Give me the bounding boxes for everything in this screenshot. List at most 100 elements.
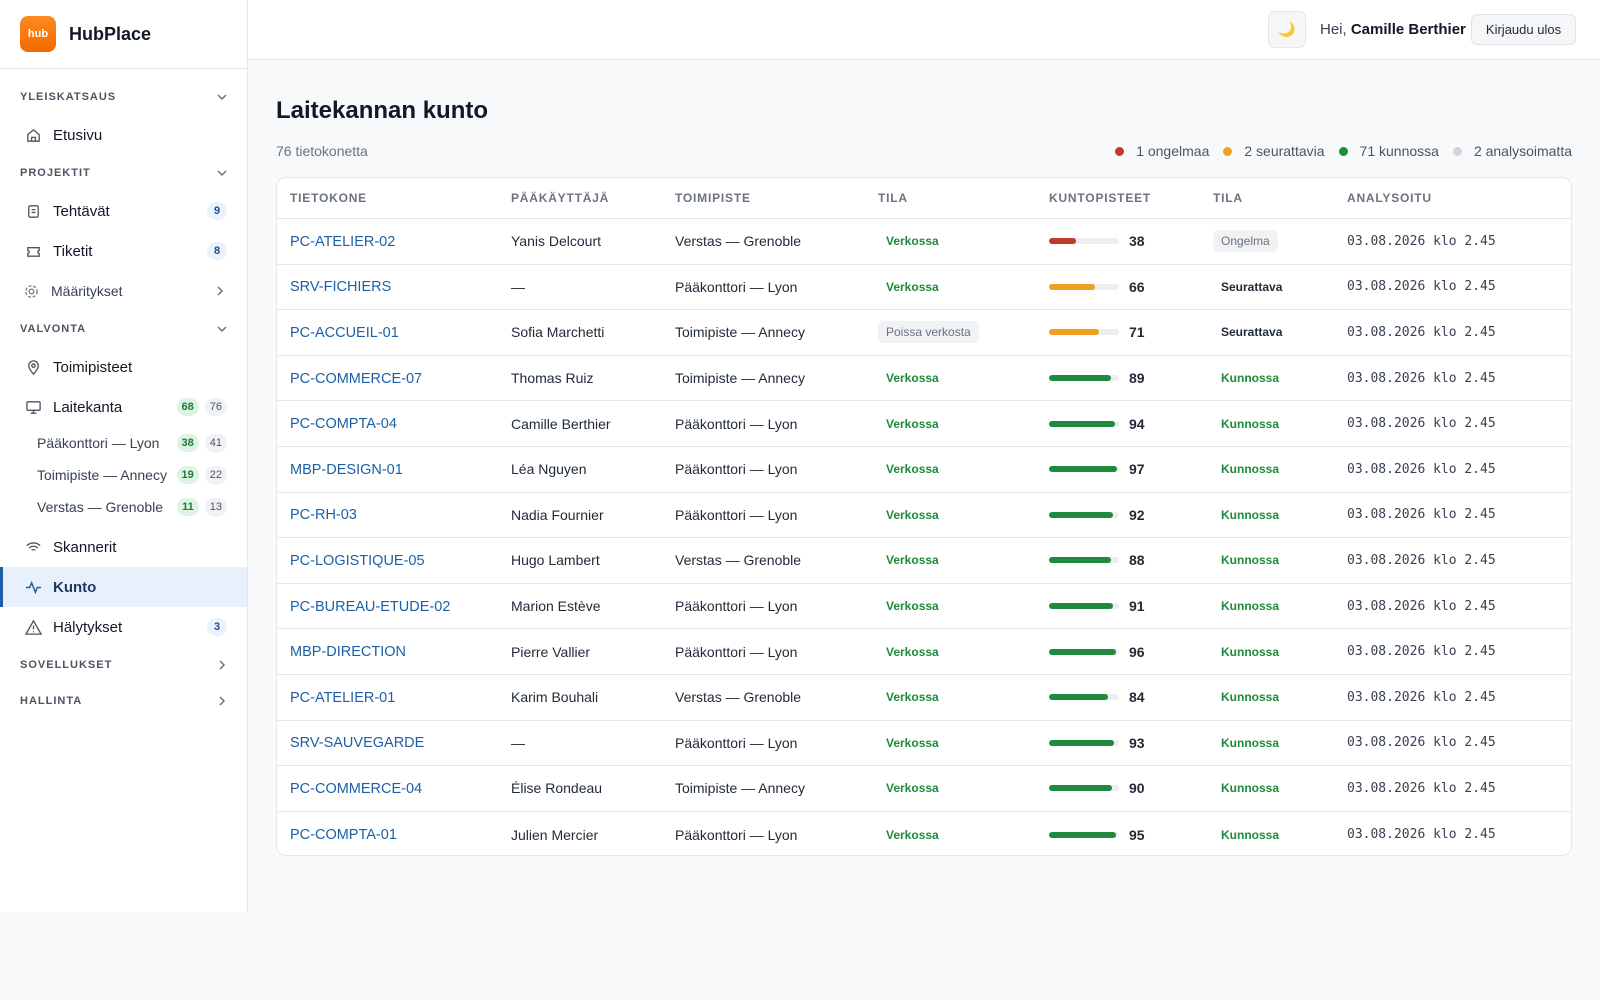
site-name: Pääkonttori — Lyon (675, 506, 798, 523)
network-status-badge: Verkossa (886, 599, 939, 614)
table-row[interactable]: MBP-DESIGN-01 Léa Nguyen Pääkonttori — Lyo… (277, 447, 1571, 493)
column-header[interactable]: KUNTOPISTEET (1049, 191, 1152, 205)
score-value: 93 (1129, 734, 1145, 751)
table-row[interactable]: SRV-FICHIERS — Pääkonttori — Lyon Verkossa 6… (277, 265, 1571, 311)
site-name: Toimipiste — Annecy (675, 370, 805, 387)
sidebar-item-maaritykset[interactable]: Määritykset (0, 271, 247, 311)
score-value: 89 (1129, 370, 1145, 387)
computer-link[interactable]: PC-COMMERCE-04 (290, 780, 423, 797)
score-value: 38 (1129, 233, 1145, 250)
admin-user: Nadia Fournier (511, 506, 604, 523)
score-bar-fill (1049, 785, 1112, 792)
health-status-badge: Kunnossa (1221, 781, 1280, 796)
table-row[interactable]: PC-BUREAU-ETUDE-02 Marion Estève Pääkontto… (277, 584, 1571, 630)
computer-link[interactable]: PC-COMPTA-04 (290, 416, 397, 433)
site-name: Verstas — Grenoble (675, 689, 802, 706)
computer-link[interactable]: PC-ATELIER-01 (290, 689, 396, 706)
computer-link[interactable]: SRV-FICHIERS (290, 279, 392, 296)
column-header[interactable]: TOIMIPISTE (675, 191, 751, 205)
table-row[interactable]: PC-COMPTA-01 Julien Mercier Pääkonttori — … (277, 812, 1571, 855)
table-row[interactable]: MBP-DIRECTION Pierre Vallier Pääkonttori —… (277, 629, 1571, 675)
sidebar-subitem-site[interactable]: Verstas — Grenoble 11 13 (0, 491, 247, 523)
computer-link[interactable]: PC-RH-03 (290, 507, 357, 524)
score-bar-fill (1049, 329, 1099, 336)
section-label: HALLINTA (20, 695, 83, 707)
analyzed-timestamp: 03.08.2026 klo 2.45 (1347, 370, 1496, 386)
table-row[interactable]: PC-ATELIER-01 Karim Bouhali Verstas — Gren… (277, 675, 1571, 721)
health-score: 38 (1049, 233, 1213, 249)
health-score: 95 (1049, 827, 1213, 843)
score-bar (1049, 739, 1119, 746)
score-bar (1049, 466, 1119, 473)
computer-link[interactable]: PC-COMPTA-01 (290, 827, 397, 844)
table-row[interactable]: PC-ATELIER-02 Yanis Delcourt Verstas — Gre… (277, 219, 1571, 265)
sidebar-item-laitekanta[interactable]: Laitekanta 68 76 (0, 387, 247, 427)
health-score: 89 (1049, 370, 1213, 386)
admin-user: Élise Rondeau (511, 780, 603, 797)
sidebar-item-label: Etusivu (53, 126, 103, 144)
score-bar-fill (1049, 603, 1113, 610)
warning-icon (24, 618, 42, 636)
table-row[interactable]: PC-COMPTA-04 Camille Berthier Pääkonttori … (277, 401, 1571, 447)
table-row[interactable]: PC-RH-03 Nadia Fournier Pääkonttori — Lyon… (277, 493, 1571, 539)
network-status-badge: Poissa verkosta (878, 321, 979, 344)
health-score: 84 (1049, 689, 1213, 705)
sidebar-item-kunto[interactable]: Kunto (0, 567, 247, 607)
table-row[interactable]: SRV-SAUVEGARDE — Pääkonttori — Lyon Verkoss… (277, 721, 1571, 767)
sidebar-subitem-site[interactable]: Pääkonttori — Lyon 38 41 (0, 427, 247, 459)
section-sovellukset[interactable]: SOVELLUKSET (0, 647, 247, 683)
sidebar-item-toimipisteet[interactable]: Toimipisteet (0, 347, 247, 387)
score-bar (1049, 375, 1119, 382)
score-bar (1049, 831, 1119, 838)
column-header[interactable]: PÄÄKÄYTTÄJÄ (511, 191, 610, 205)
computer-link[interactable]: PC-BUREAU-ETUDE-02 (290, 598, 451, 615)
status-dot (1338, 146, 1348, 156)
legend-label: 2 seurattavia (1244, 143, 1325, 159)
score-value: 71 (1129, 324, 1145, 341)
column-header[interactable]: TILA (1213, 191, 1243, 205)
page-title: Laitekannan kunto (276, 97, 489, 124)
sidebar-item-skannerit[interactable]: Skannerit (0, 527, 247, 567)
status-legend: 1 ongelmaa 2 seurattavia 71 kunnossa 2 anal… (1101, 143, 1572, 159)
sidebar: hub HubPlace YLEISKATSAUS Etusivu PROJEK… (0, 0, 248, 912)
chevron-right-icon (219, 696, 226, 706)
total-count-badge: 22 (204, 466, 227, 484)
count-badge: 8 (207, 242, 227, 260)
sidebar-item-tiketit[interactable]: Tiketit 8 (0, 231, 247, 271)
score-bar (1049, 694, 1119, 701)
chevron-right-icon (219, 660, 226, 670)
column-header[interactable]: TILA (878, 191, 908, 205)
health-score: 66 (1049, 279, 1213, 295)
table-row[interactable]: PC-COMMERCE-04 Élise Rondeau Toimipiste — … (277, 766, 1571, 812)
sidebar-item-etusivu[interactable]: Etusivu (0, 115, 247, 155)
computer-link[interactable]: PC-LOGISTIQUE-05 (290, 552, 425, 569)
column-header[interactable]: ANALYSOITU (1347, 191, 1432, 205)
sidebar-item-label: Kunto (53, 578, 97, 596)
network-status-badge: Verkossa (886, 644, 939, 659)
section-valvonta[interactable]: VALVONTA (0, 311, 247, 347)
analyzed-timestamp: 03.08.2026 klo 2.45 (1347, 735, 1496, 751)
computer-link[interactable]: PC-ATELIER-02 (290, 233, 396, 250)
score-value: 90 (1129, 780, 1145, 797)
sidebar-subitem-site[interactable]: Toimipiste — Annecy 19 22 (0, 459, 247, 491)
computer-link[interactable]: PC-ACCUEIL-01 (290, 324, 399, 341)
brand[interactable]: hub HubPlace (0, 0, 247, 69)
section-hallinta[interactable]: HALLINTA (0, 683, 247, 719)
analyzed-timestamp: 03.08.2026 klo 2.45 (1347, 507, 1496, 523)
computer-link[interactable]: MBP-DIRECTION (290, 644, 406, 661)
theme-toggle-button[interactable]: 🌙 (1268, 11, 1306, 48)
section-projektit[interactable]: PROJEKTIT (0, 155, 247, 191)
table-row[interactable]: PC-COMMERCE-07 Thomas Ruiz Toimipiste — An… (277, 356, 1571, 402)
table-row[interactable]: PC-LOGISTIQUE-05 Hugo Lambert Verstas — Gr… (277, 538, 1571, 584)
section-yleiskatsaus[interactable]: YLEISKATSAUS (0, 79, 247, 115)
computer-link[interactable]: PC-COMMERCE-07 (290, 370, 423, 387)
analyzed-timestamp: 03.08.2026 klo 2.45 (1347, 644, 1496, 660)
logout-button[interactable]: Kirjaudu ulos (1471, 14, 1576, 45)
table-row[interactable]: PC-ACCUEIL-01 Sofia Marchetti Toimipiste —… (277, 310, 1571, 356)
sidebar-item-halytykset[interactable]: Hälytykset 3 (0, 607, 247, 647)
legend-item: 2 analysoimatta (1452, 143, 1572, 159)
column-header[interactable]: TIETOKONE (290, 191, 367, 205)
computer-link[interactable]: SRV-SAUVEGARDE (290, 735, 425, 752)
sidebar-item-tehtavat[interactable]: Tehtävät 9 (0, 191, 247, 231)
computer-link[interactable]: MBP-DESIGN-01 (290, 461, 403, 478)
